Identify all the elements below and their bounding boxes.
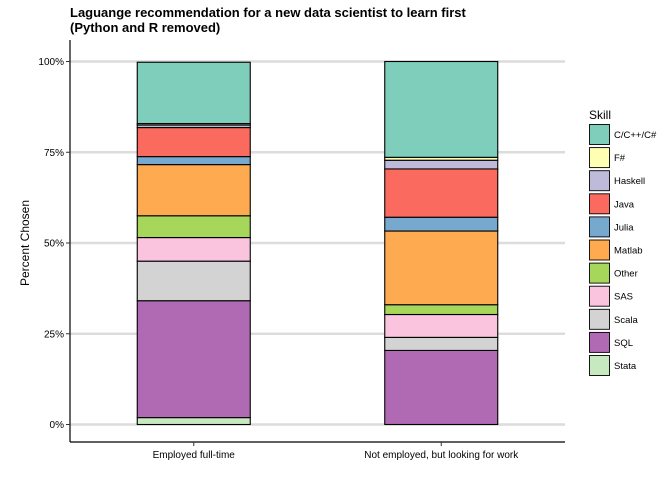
bar-segment: [136, 127, 251, 158]
bar-segment: [136, 417, 251, 426]
bar-segment: [384, 216, 499, 232]
legend-label: C/C++/C#: [614, 130, 657, 141]
legend-label: Stata: [614, 361, 637, 372]
bar-segment: [136, 215, 251, 239]
legend-key: [589, 216, 610, 238]
legend-label: F#: [614, 153, 626, 164]
y-tick-label: 50%: [44, 239, 64, 250]
legend-label: Julia: [614, 222, 634, 233]
bar-segment: [136, 260, 251, 302]
bar-segment: [136, 61, 251, 125]
bar-segment: [136, 237, 251, 262]
legend-key: [589, 170, 610, 192]
legend-label: Java: [614, 199, 635, 210]
legend-key: [589, 193, 610, 215]
legend-key: [589, 331, 610, 353]
legend-key: [589, 285, 610, 307]
y-tick-label: 100%: [38, 57, 64, 68]
legend-key: [589, 355, 610, 376]
legend-label: Haskell: [614, 176, 645, 187]
chart-title: Laguange recommendation for a new data s…: [70, 5, 467, 20]
bar-segment: [384, 304, 499, 316]
legend-label: SQL: [614, 338, 633, 349]
bar-segment: [136, 300, 251, 419]
legend-label: Scala: [614, 315, 638, 326]
legend-key: [589, 262, 610, 284]
y-axis-ticks: 0% 25% 50% 75% 100%: [38, 57, 70, 431]
bar-segment: [136, 164, 251, 217]
bar-segment: [384, 336, 499, 351]
legend-title: Skill: [589, 108, 611, 122]
chart-subtitle: (Python and R removed): [70, 20, 220, 35]
legend: C/C++/C# F# Haskell Java Julia Matlab Other SAS…: [589, 124, 657, 376]
bar-segment: [384, 60, 499, 158]
bar-segment: [384, 313, 499, 338]
bar-segment: [384, 349, 499, 426]
legend-key: [589, 308, 610, 330]
x-axis-ticks: Employed full-time Not employed, but look…: [153, 442, 519, 461]
bar-segment: [136, 156, 251, 166]
legend-key: [589, 147, 610, 169]
y-axis-title: Percent Chosen: [18, 200, 32, 286]
x-tick-label: Employed full-time: [153, 450, 236, 461]
bar-segment: [384, 168, 499, 218]
x-tick-label: Not employed, but looking for work: [364, 450, 519, 461]
axes: [69, 40, 565, 443]
y-tick-label: 75%: [44, 148, 64, 159]
legend-label: SAS: [614, 292, 633, 303]
legend-label: Matlab: [614, 246, 643, 257]
y-tick-label: 0%: [50, 420, 65, 431]
bar-segment: [384, 159, 499, 170]
legend-key: [589, 124, 610, 145]
bars: [136, 60, 499, 426]
legend-key: [589, 239, 610, 261]
bar-segment: [384, 230, 499, 306]
legend-label: Other: [614, 269, 638, 280]
y-tick-label: 25%: [44, 329, 64, 340]
